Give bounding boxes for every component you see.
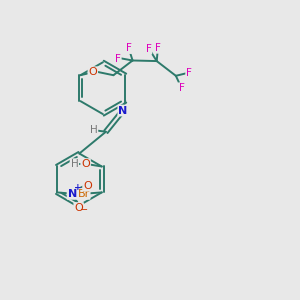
Text: F: F [115,54,121,64]
Text: F: F [179,83,185,93]
Text: F: F [146,44,152,54]
Text: F: F [155,43,161,53]
Text: O: O [81,159,90,169]
Text: O: O [83,181,92,190]
Text: N: N [118,106,128,116]
Text: F: F [186,68,192,78]
Text: +: + [74,183,81,192]
Text: −: − [80,206,88,215]
Text: N: N [68,189,77,199]
Text: F: F [126,43,132,53]
Text: Br: Br [77,189,90,199]
Text: O: O [74,203,83,213]
Text: H: H [90,125,98,135]
Text: H: H [70,159,78,169]
Text: O: O [88,67,97,77]
